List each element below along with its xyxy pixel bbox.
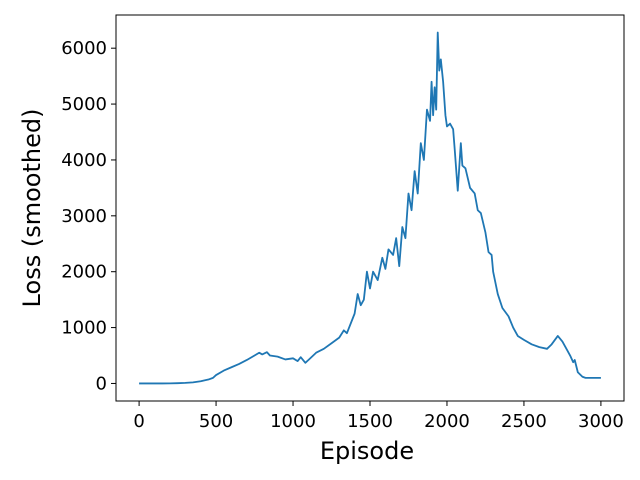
x-tick-label: 3000 bbox=[578, 411, 624, 432]
x-tick-label: 1500 bbox=[347, 411, 393, 432]
x-tick-label: 2500 bbox=[501, 411, 547, 432]
x-axis-label: Episode bbox=[320, 437, 414, 465]
y-axis-label: Loss (smoothed) bbox=[18, 109, 46, 308]
y-tick-label: 6000 bbox=[61, 38, 107, 59]
y-tick-label: 2000 bbox=[61, 262, 107, 283]
y-tick-label: 1000 bbox=[61, 318, 107, 339]
y-tick-label: 0 bbox=[96, 373, 107, 394]
data-line bbox=[139, 31, 601, 385]
x-tick-label: 2000 bbox=[424, 411, 470, 432]
x-tick-label: 500 bbox=[199, 411, 233, 432]
y-tick-label: 3000 bbox=[61, 206, 107, 227]
y-tick-label: 5000 bbox=[61, 94, 107, 115]
plot-frame bbox=[115, 14, 625, 402]
x-tick-label: 1000 bbox=[270, 411, 316, 432]
x-tick-label: 0 bbox=[133, 411, 144, 432]
y-tick-label: 4000 bbox=[61, 150, 107, 171]
